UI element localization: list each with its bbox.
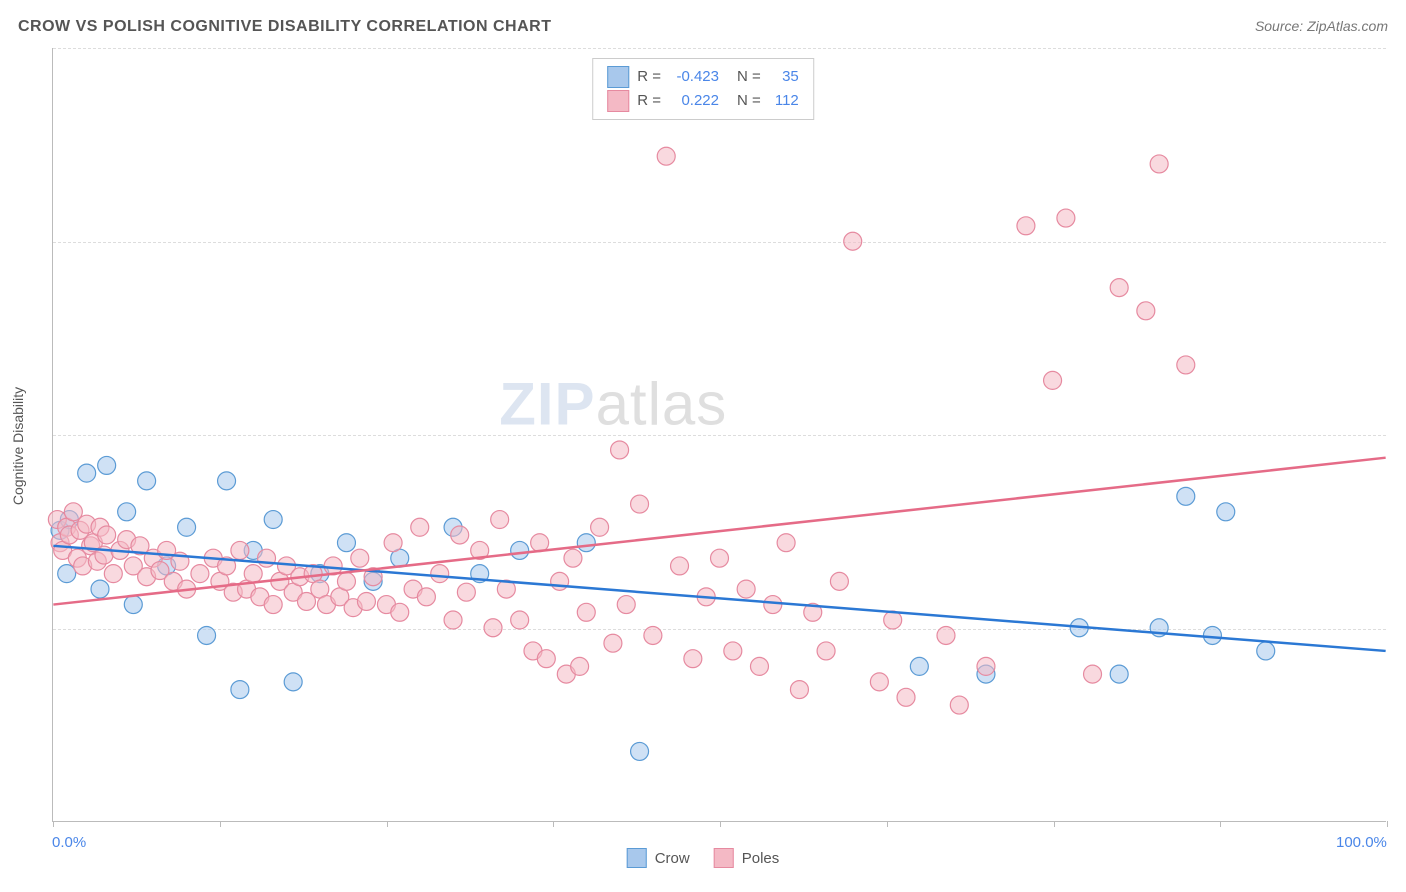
legend-series-label: Poles: [742, 850, 780, 867]
xtick: [220, 821, 221, 827]
xtick: [53, 821, 54, 827]
legend-stats-row: R = 0.222 N = 112: [607, 89, 799, 113]
xtick-label: 100.0%: [1336, 834, 1387, 851]
legend-r-label: R =: [637, 89, 661, 113]
trendline: [53, 546, 1385, 651]
legend-r-value: -0.423: [669, 65, 719, 89]
xtick: [887, 821, 888, 827]
xtick: [720, 821, 721, 827]
legend-swatch: [607, 90, 629, 112]
trendline: [53, 458, 1385, 605]
xtick: [1054, 821, 1055, 827]
xtick: [1220, 821, 1221, 827]
legend-n-label: N =: [737, 89, 761, 113]
y-axis-label: Cognitive Disability: [10, 387, 26, 505]
legend-swatch: [714, 848, 734, 868]
legend-swatch: [627, 848, 647, 868]
legend-r-value: 0.222: [669, 89, 719, 113]
legend-n-value: 35: [769, 65, 799, 89]
chart-title: CROW VS POLISH COGNITIVE DISABILITY CORR…: [18, 18, 551, 36]
chart-header: CROW VS POLISH COGNITIVE DISABILITY CORR…: [18, 18, 1388, 36]
xtick-label: 0.0%: [52, 834, 86, 851]
legend-r-label: R =: [637, 65, 661, 89]
legend-stats-row: R = -0.423 N = 35: [607, 65, 799, 89]
legend-stats: R = -0.423 N = 35 R = 0.222 N = 112: [592, 58, 814, 120]
legend-series: Crow Poles: [627, 848, 780, 868]
legend-swatch: [607, 66, 629, 88]
chart-source: Source: ZipAtlas.com: [1255, 18, 1388, 34]
legend-n-label: N =: [737, 65, 761, 89]
legend-n-value: 112: [769, 89, 799, 113]
plot-area: ZIPatlas 12.5%25.0%37.5%50.0%: [52, 48, 1386, 822]
xtick: [1387, 821, 1388, 827]
xtick: [387, 821, 388, 827]
legend-series-label: Crow: [655, 850, 690, 867]
legend-series-item: Crow: [627, 848, 690, 868]
legend-series-item: Poles: [714, 848, 780, 868]
xtick: [553, 821, 554, 827]
trendlines: [53, 48, 1386, 821]
